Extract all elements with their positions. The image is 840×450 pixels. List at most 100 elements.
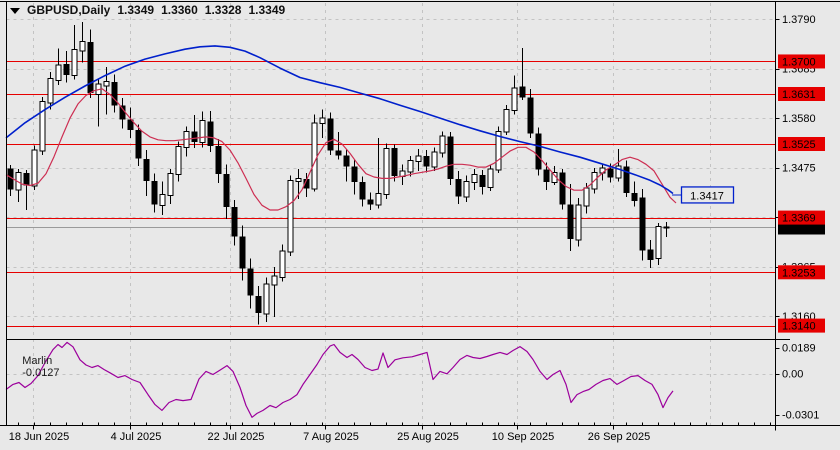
candle-body (583, 187, 590, 207)
level-price-label-bg (778, 318, 825, 333)
candle-body (23, 173, 30, 186)
x-axis-date-label: 4 Jul 2025 (111, 431, 162, 443)
candle-body (311, 122, 318, 190)
candle-body (319, 117, 326, 125)
symbol-period-label: GBPUSD,Daily (27, 3, 111, 17)
candle-body (223, 174, 230, 208)
candle-body (335, 150, 342, 156)
candle-body (231, 207, 238, 237)
candle-body (71, 49, 78, 77)
x-axis-date-label: 10 Sep 2025 (492, 431, 554, 443)
candle-body (55, 64, 62, 81)
ohlc-low: 1.3328 (204, 3, 242, 17)
candle-body (79, 41, 86, 52)
x-axis-date-label: 26 Sep 2025 (588, 431, 650, 443)
candle-body (191, 131, 198, 143)
candle-body (431, 151, 438, 168)
candle-body (351, 166, 358, 183)
candle-body (343, 155, 350, 167)
symbol-dropdown-icon[interactable] (10, 7, 20, 14)
candle-body (31, 149, 38, 187)
chart-header: GBPUSD,Daily 1.3349 1.3360 1.3328 1.3349 (8, 3, 292, 17)
candle-body (63, 63, 70, 76)
candle-body (327, 118, 334, 151)
candle-body (215, 145, 222, 175)
level-price-label: 1.3525 (782, 139, 816, 151)
candle-body (543, 169, 550, 183)
level-price-label: 1.3140 (782, 321, 816, 333)
candle-body (39, 101, 46, 152)
x-axis-date-label: 7 Aug 2025 (303, 431, 359, 443)
candle-body (519, 86, 526, 98)
level-price-label-bg (778, 265, 825, 280)
candle-body (407, 160, 414, 173)
price-tick-label: 1.3790 (782, 14, 816, 26)
candle-body (567, 204, 574, 239)
level-price-label: 1.3253 (782, 267, 816, 279)
x-axis-date-label: 18 Jun 2025 (9, 431, 70, 443)
candle-body (47, 77, 54, 104)
candle-body (143, 159, 150, 181)
candle-body (479, 175, 486, 187)
candle-body (655, 226, 662, 260)
ohlc-high: 1.3360 (161, 3, 198, 17)
candle-body (239, 236, 246, 269)
candle-body (359, 182, 366, 200)
ma-price-callout[interactable] (680, 186, 735, 204)
candle-body (527, 97, 534, 134)
candle-body (471, 174, 478, 184)
candle-body (615, 165, 622, 179)
x-axis-date-label: 25 Aug 2025 (397, 431, 459, 443)
candle-body (639, 197, 646, 251)
level-price-label-bg (778, 210, 825, 225)
candle-body (127, 119, 134, 130)
candle-body (287, 179, 294, 253)
candle-body (159, 193, 166, 206)
candle-body (247, 268, 254, 296)
candle-body (111, 82, 118, 106)
candle-body (511, 87, 518, 112)
candle-body (455, 178, 462, 197)
candle-body (495, 130, 502, 171)
candle-body (167, 173, 174, 196)
candle-body (487, 168, 494, 188)
candle-body (175, 145, 182, 176)
candle-body (271, 275, 278, 286)
candle-body (103, 80, 110, 87)
candle-body (415, 155, 422, 162)
price-tick-label: 1.3475 (782, 163, 816, 175)
candle-body (647, 249, 654, 261)
ohlc-close: 1.3349 (248, 3, 286, 17)
ma-price-callout-label: 1.3417 (690, 190, 724, 202)
candle-body (663, 226, 670, 229)
candle-body (207, 121, 214, 146)
candle-body (383, 148, 390, 195)
level-price-label: 1.3631 (782, 89, 816, 101)
ma-red-line (5, 88, 677, 211)
candle-body (623, 166, 630, 194)
candle-body (535, 133, 542, 170)
ohlc-open: 1.3349 (117, 3, 155, 17)
level-price-label-bg (778, 137, 825, 151)
level-price-label-bg (778, 54, 825, 69)
candle-body (607, 168, 614, 178)
candle-body (279, 250, 286, 278)
price-tick-label: 1.3580 (782, 113, 816, 125)
candle-body (151, 180, 158, 205)
candle-body (503, 109, 510, 133)
indicator-value: -0.0127 (22, 367, 60, 379)
candle-body (367, 199, 374, 205)
candle-body (135, 129, 142, 159)
candle-body (199, 119, 206, 144)
level-price-label: 1.3700 (782, 56, 816, 68)
candle-body (295, 177, 302, 183)
candle-body (391, 148, 398, 177)
candle-body (87, 42, 94, 94)
candle-body (447, 136, 454, 179)
level-price-label-bg (778, 87, 825, 101)
indicator-label: Marlin -0.0127 (10, 343, 65, 391)
candle-body (119, 105, 126, 120)
indicator-tick-label: 0.00 (782, 369, 803, 381)
